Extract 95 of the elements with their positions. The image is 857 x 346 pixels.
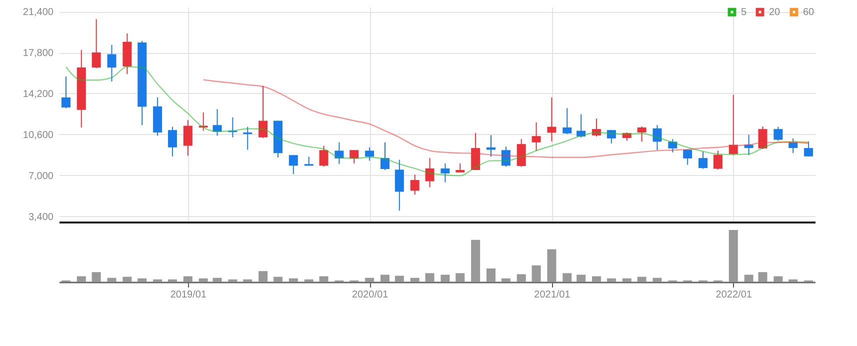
candlestick	[92, 18, 101, 69]
candlestick	[440, 162, 450, 183]
bar	[410, 278, 420, 282]
candlestick	[788, 138, 798, 154]
candlestick	[683, 149, 692, 166]
candlestick	[380, 142, 390, 171]
candlestick	[698, 151, 708, 170]
candlestick	[486, 134, 496, 158]
candlestick	[410, 174, 420, 196]
candlestick	[319, 145, 328, 168]
y-tick-label: 17,800	[22, 48, 54, 60]
candlestick	[425, 158, 434, 188]
legend-label: 5	[741, 7, 747, 18]
bar	[380, 274, 390, 282]
legend-label: 20	[769, 7, 781, 18]
bar	[228, 279, 238, 282]
bar	[758, 272, 768, 282]
candlestick	[258, 85, 268, 139]
bar	[637, 276, 646, 282]
candlestick	[562, 108, 572, 135]
candlestick	[288, 154, 298, 174]
candlestick	[516, 138, 526, 168]
candlestick	[576, 114, 586, 138]
y-tick-label: 3,400	[28, 212, 54, 223]
candlestick	[592, 118, 602, 137]
candlestick	[804, 140, 814, 157]
bar	[440, 274, 450, 282]
candlestick	[713, 150, 722, 170]
candlestick	[212, 108, 222, 136]
bar	[107, 278, 116, 282]
candlestick	[183, 120, 192, 156]
bar	[652, 278, 662, 282]
bar	[394, 276, 404, 282]
candlestick	[243, 126, 252, 150]
x-tick-label: 2022/01	[716, 290, 752, 300]
bar	[592, 276, 602, 282]
bar	[198, 278, 208, 282]
candlestick	[758, 126, 768, 150]
bar	[243, 279, 252, 282]
bar	[788, 279, 798, 282]
bar	[365, 278, 374, 282]
x-tick-label: 2020/01	[352, 290, 389, 300]
bar	[273, 276, 282, 282]
bar	[562, 273, 572, 282]
candlestick	[61, 76, 70, 109]
y-tick-label: 7,000	[28, 170, 54, 182]
candlestick	[501, 146, 510, 168]
x-tick-label: 2021/01	[534, 290, 571, 300]
bar	[258, 271, 268, 282]
legend-label: 60	[803, 7, 815, 18]
candlestick	[637, 126, 646, 142]
candlestick	[168, 126, 177, 157]
candlestick	[471, 132, 480, 171]
candlestick	[606, 130, 616, 144]
bar	[456, 273, 465, 282]
candlestick	[334, 142, 344, 165]
candlestick	[547, 96, 556, 142]
bar	[501, 278, 510, 282]
x-tick-label: 2019/01	[170, 290, 207, 300]
y-tick-label: 21,400	[22, 7, 54, 18]
candlestick	[744, 134, 754, 156]
bar	[168, 279, 177, 282]
bar	[532, 265, 541, 282]
bar	[622, 278, 632, 282]
y-tick-label: 10,600	[22, 130, 54, 141]
bar	[516, 274, 526, 282]
bar	[183, 276, 192, 282]
bar	[471, 240, 480, 282]
bar	[486, 268, 496, 282]
bar	[606, 278, 616, 282]
candlestick	[728, 94, 738, 156]
bar	[744, 274, 754, 282]
bar	[212, 278, 222, 282]
bar	[319, 276, 328, 282]
bar	[138, 278, 147, 282]
y-tick-label: 14,200	[22, 88, 54, 100]
bar	[76, 276, 86, 282]
candlestick	[350, 150, 359, 164]
bar	[304, 279, 314, 282]
candlestick	[652, 124, 662, 151]
candlestick	[394, 159, 404, 212]
bar	[153, 279, 162, 282]
candlestick	[668, 138, 678, 153]
bar	[92, 272, 101, 282]
bar	[425, 273, 434, 282]
bar	[122, 276, 132, 282]
candlestick	[365, 146, 374, 162]
bar	[728, 230, 738, 282]
bar	[547, 249, 556, 282]
bar	[774, 276, 783, 282]
bar	[288, 278, 298, 282]
candlestick	[532, 122, 541, 152]
candlestick	[107, 44, 116, 82]
candlestick	[774, 126, 783, 142]
bar	[576, 274, 586, 282]
